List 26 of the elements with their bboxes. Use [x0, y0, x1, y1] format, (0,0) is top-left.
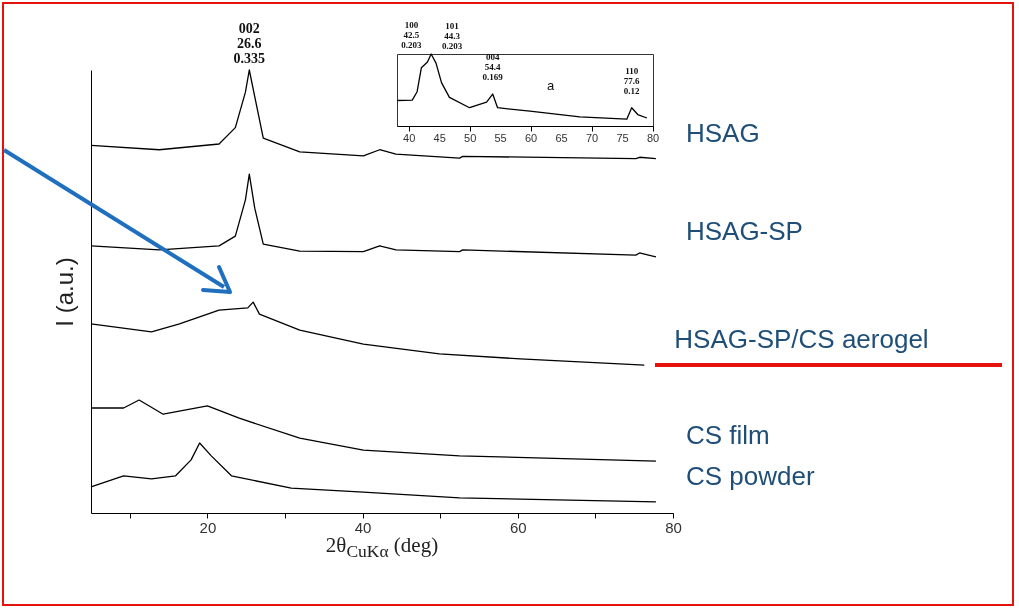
annotation: 100 42.5 0.203	[401, 19, 423, 50]
annotation: 110 77.6 0.12	[623, 65, 641, 96]
x-tick-label: 40	[403, 132, 416, 144]
x-tick-label: 60	[509, 518, 527, 536]
x-tick-label: 80	[646, 132, 660, 144]
series-label: CS film	[685, 420, 770, 451]
x-tick-label: 80	[665, 518, 682, 536]
annotation: a	[546, 78, 555, 94]
x-tick-label: 55	[494, 132, 507, 144]
series-label: HSAG-SP/CS aerogel	[674, 324, 929, 355]
x-tick-label: 40	[354, 518, 372, 536]
annotation: 002 26.6 0.335	[233, 21, 266, 66]
annotation: 101 44.3 0.203	[441, 21, 463, 52]
x-tick-label: 20	[199, 518, 217, 536]
series-label: HSAG-SP	[685, 215, 803, 246]
series-label: CS powder	[685, 460, 815, 491]
x-tick-label: 50	[464, 132, 477, 144]
x-tick-label: 75	[616, 132, 629, 144]
x-axis-title: 2θ$_{CuKα}$ (deg)	[325, 533, 439, 562]
x-tick-label: 70	[585, 132, 599, 144]
series-label: HSAG	[685, 117, 760, 148]
annotation: 004 54.4 0.169	[482, 52, 504, 83]
y-axis-title: I (a.u.)	[50, 257, 78, 327]
x-tick-label: 45	[433, 132, 446, 144]
x-tick-label: 65	[555, 132, 568, 144]
x-tick-label: 60	[524, 132, 538, 144]
